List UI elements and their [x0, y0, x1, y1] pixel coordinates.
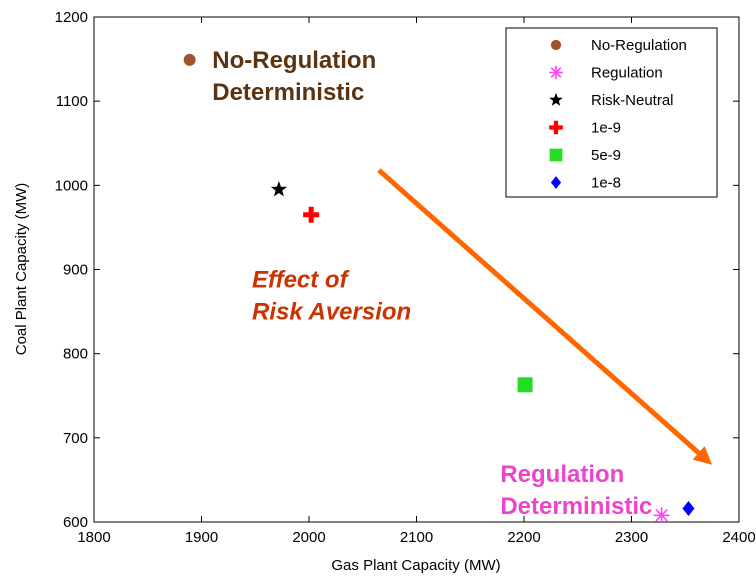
y-tick-label: 700: [63, 430, 88, 447]
x-axis-label: Gas Plant Capacity (MW): [331, 557, 500, 574]
legend-marker-regulation: [549, 65, 563, 80]
annotation-effect-line: Effect of: [252, 267, 350, 294]
y-tick-label: 600: [63, 514, 88, 531]
x-tick-label: 2100: [400, 529, 433, 546]
y-axis-label: Coal Plant Capacity (MW): [13, 183, 30, 356]
annotation-reg-line: Deterministic: [500, 493, 652, 520]
annotations: No-Regulation Deterministic Effect of Risk …: [212, 47, 652, 520]
legend-label-no-regulation: No-Regulation: [591, 37, 687, 54]
axis-ticks: 1800 1900 2000 2100 2200 2300 2400 600 700 800 900…: [55, 9, 756, 546]
point-regulation: [653, 507, 670, 524]
legend-box: [505, 27, 718, 198]
point-no-regulation: [183, 53, 196, 66]
annotation-noreg-line: No-Regulation: [212, 47, 376, 74]
y-tick-label: 800: [63, 346, 88, 363]
legend-label-1e-9: 1e-9: [591, 120, 621, 137]
legend-label-regulation: Regulation: [591, 65, 663, 82]
legend-marker-5e-9: [549, 148, 563, 162]
data-points: [183, 53, 695, 524]
legend: No-Regulation Regulation Risk-Neutral 1e-9 5…: [505, 27, 718, 198]
risk-aversion-arrow: [377, 168, 713, 465]
legend-label-1e-8: 1e-8: [591, 175, 621, 192]
legend-marker-1e-8: [550, 176, 562, 189]
y-tick-label: 1100: [56, 93, 88, 110]
x-tick-label: 1900: [185, 529, 218, 546]
y-tick-label: 1200: [55, 9, 88, 26]
y-tick-label: 900: [63, 262, 88, 279]
legend-marker-risk-neutral: [549, 92, 563, 106]
x-tick-label: 2200: [507, 529, 540, 546]
arrow-shaft: [377, 168, 701, 455]
arrow-head: [692, 446, 713, 465]
legend-label-5e-9: 5e-9: [591, 147, 621, 164]
x-tick-label: 2000: [292, 529, 325, 546]
point-1e-8: [682, 501, 695, 517]
x-tick-label: 2400: [722, 529, 755, 546]
legend-label-risk-neutral: Risk-Neutral: [591, 92, 674, 109]
annotation-reg-line: Regulation: [500, 461, 624, 488]
x-tick-label: 2300: [615, 529, 648, 546]
legend-marker-no-regulation: [550, 39, 562, 51]
point-risk-neutral: [270, 181, 287, 197]
point-1e-9: [303, 206, 320, 223]
x-tick-label: 1800: [77, 529, 110, 546]
legend-marker-1e-9: [549, 120, 563, 135]
annotation-noreg-line: Deterministic: [212, 79, 364, 106]
y-tick-label: 1000: [55, 177, 88, 194]
annotation-effect-line: Risk Aversion: [252, 299, 411, 326]
point-5e-9: [517, 377, 533, 393]
